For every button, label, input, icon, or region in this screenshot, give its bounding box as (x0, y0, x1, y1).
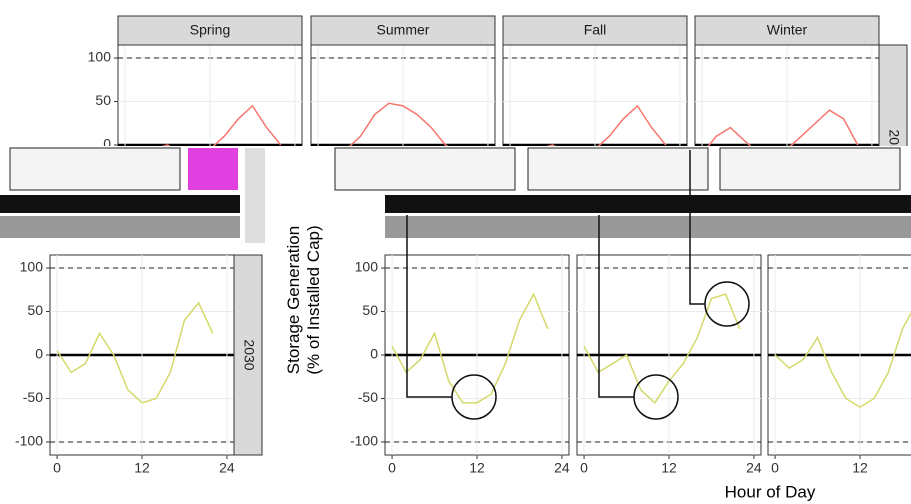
strip-label: Winter (767, 22, 808, 38)
y-title-line: Storage Generation (284, 226, 303, 374)
x-tick-label: 0 (771, 460, 779, 476)
y-tick-label: 50 (95, 92, 111, 108)
y-title-line: (% of Installed Cap) (304, 225, 323, 374)
strip-label: Fall (584, 22, 607, 38)
y-tick-label: 0 (370, 346, 378, 362)
y-axis-title: Storage Generation(% of Installed Cap) (284, 225, 323, 374)
x-tick-label: 12 (852, 460, 868, 476)
block (719, 147, 901, 191)
y-tick-label: -50 (358, 389, 378, 405)
block (385, 195, 911, 213)
x-tick-label: 24 (746, 460, 762, 476)
arrow (406, 215, 452, 398)
x-tick-label: 12 (661, 460, 677, 476)
y-tick-label: 100 (88, 49, 112, 65)
y-tick-label: -100 (350, 433, 378, 449)
facet-strip (694, 15, 880, 46)
block (188, 148, 238, 190)
x-tick-label: 0 (388, 460, 396, 476)
series-line (583, 293, 741, 404)
block (245, 148, 265, 243)
y-tick-label: 100 (355, 259, 379, 275)
facet-strip (502, 15, 688, 46)
y-tick-label: 100 (20, 259, 44, 275)
y-tick-label: 0 (103, 136, 111, 152)
x-tick-label: 12 (469, 460, 485, 476)
y-tick-label: 50 (362, 302, 378, 318)
x-tick-label: 0 (580, 460, 588, 476)
block (527, 147, 709, 191)
y-tick-label: -100 (15, 433, 43, 449)
row-strip (233, 254, 263, 456)
y-tick-label: -50 (23, 389, 43, 405)
series-line (391, 292, 549, 404)
x-tick-label: 12 (134, 460, 150, 476)
y-tick-label: 0 (35, 346, 43, 362)
arrow (689, 150, 705, 305)
glitch-band (0, 146, 911, 246)
block (9, 147, 181, 191)
facet-strip (310, 15, 496, 46)
x-tick-label: 24 (219, 460, 235, 476)
facet-strip (117, 15, 303, 46)
block (0, 216, 240, 238)
x-tick-label: 24 (554, 460, 570, 476)
y-tick-label: 50 (27, 302, 43, 318)
x-axis-title: Hour of Day (725, 482, 816, 501)
row-strip-label: 2030 (241, 339, 257, 370)
series-line (56, 301, 214, 404)
x-tick-label: 0 (53, 460, 61, 476)
annotations (406, 150, 750, 420)
strip-label: Summer (377, 22, 430, 38)
block (385, 216, 911, 238)
block (0, 195, 240, 213)
strip-label: Spring (190, 22, 230, 38)
arrow (598, 215, 634, 398)
series-line (774, 311, 911, 409)
block (334, 147, 516, 191)
